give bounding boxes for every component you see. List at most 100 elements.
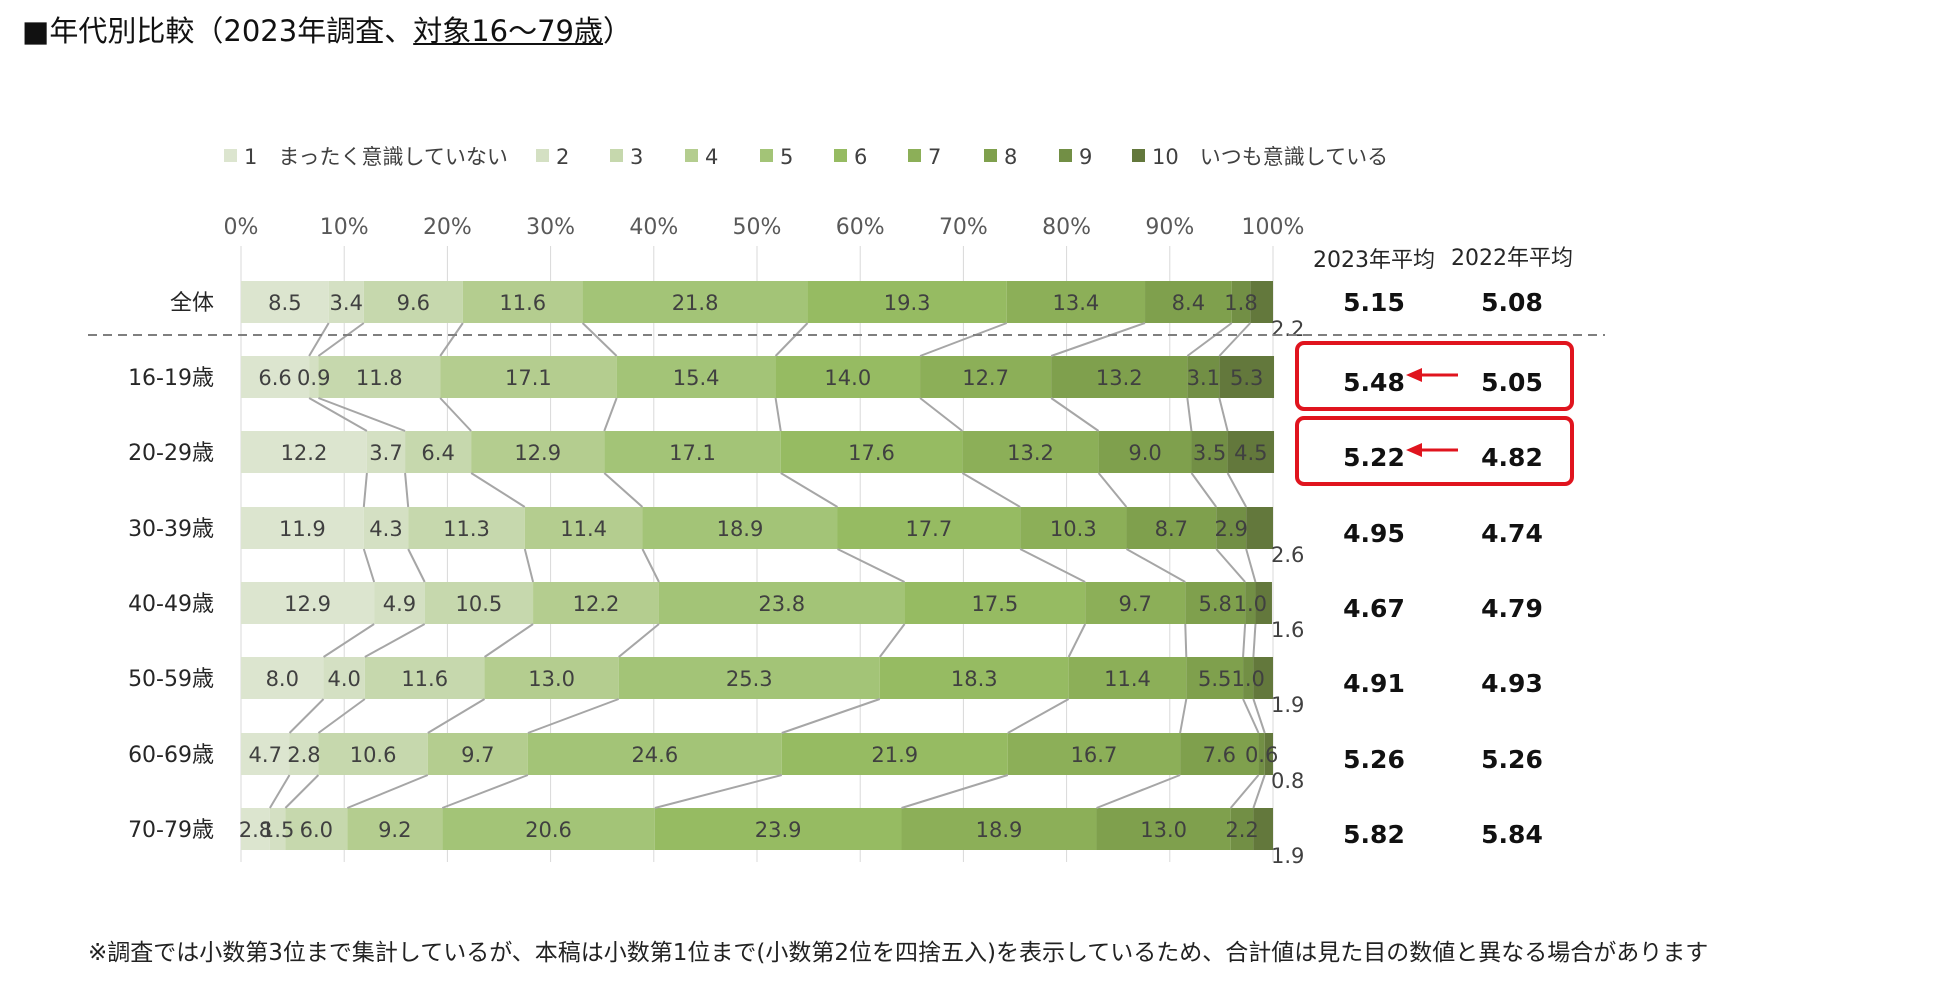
bar-segment bbox=[1253, 657, 1273, 699]
data-label: 20.6 bbox=[525, 818, 572, 842]
connector-line bbox=[581, 322, 618, 357]
connector-line bbox=[346, 774, 429, 809]
connector-line bbox=[879, 623, 906, 658]
bar-segment bbox=[901, 808, 1097, 850]
data-label: 15.4 bbox=[673, 366, 720, 390]
x-tick-label: 10% bbox=[320, 215, 369, 240]
bar-segment bbox=[807, 281, 1007, 323]
connector-line bbox=[318, 397, 406, 432]
connector-line bbox=[1007, 698, 1070, 734]
bar-segment bbox=[1096, 808, 1231, 850]
legend-label: 9 bbox=[1079, 145, 1092, 169]
legend-swatch bbox=[1059, 149, 1072, 162]
bar-segment bbox=[241, 281, 329, 323]
connector-line bbox=[1218, 397, 1229, 432]
avg-2023-value: 4.67 bbox=[1343, 594, 1405, 623]
bar-segment bbox=[533, 582, 659, 624]
bar-segment bbox=[1180, 733, 1259, 775]
legend-label: 3 bbox=[630, 145, 643, 169]
highlight-box bbox=[1295, 416, 1574, 486]
data-label: 4.5 bbox=[1234, 441, 1267, 465]
x-tick-label: 80% bbox=[1042, 215, 1091, 240]
avg-2023-header: 2023年平均 bbox=[1313, 248, 1435, 273]
connector-line bbox=[1067, 623, 1087, 658]
connector-line bbox=[362, 548, 376, 583]
avg-2023-value: 5.48 bbox=[1343, 368, 1405, 397]
data-label: 1.9 bbox=[1271, 844, 1304, 868]
bar-segment bbox=[241, 808, 270, 850]
data-label: 11.6 bbox=[401, 667, 448, 691]
connector-line bbox=[1229, 774, 1260, 809]
connector-line bbox=[441, 774, 529, 809]
category-label: 40-49歳 bbox=[128, 592, 214, 617]
bar-segment bbox=[1085, 582, 1186, 624]
x-tick-label: 50% bbox=[733, 215, 782, 240]
legend-label: 4 bbox=[705, 145, 718, 169]
connector-line bbox=[317, 698, 366, 734]
connector-line bbox=[641, 548, 660, 583]
category-label: 30-39歳 bbox=[128, 517, 214, 542]
bar-segment bbox=[1264, 733, 1273, 775]
avg-2023-value: 4.95 bbox=[1343, 519, 1405, 548]
bar-segment bbox=[1231, 281, 1251, 323]
data-label: 6.4 bbox=[421, 441, 454, 465]
bar-segment bbox=[1227, 431, 1275, 473]
data-label: 9.6 bbox=[397, 291, 430, 315]
connector-line bbox=[1186, 397, 1193, 432]
legend-swatch bbox=[610, 149, 623, 162]
data-label: 17.1 bbox=[505, 366, 552, 390]
connector-line bbox=[781, 698, 881, 734]
connector-line bbox=[308, 397, 368, 432]
bar-segment bbox=[837, 507, 1021, 549]
data-label: 2.2 bbox=[1225, 818, 1258, 842]
bar-segment bbox=[780, 431, 963, 473]
bar-segment bbox=[1020, 507, 1127, 549]
bar-segment bbox=[462, 281, 583, 323]
data-label: 13.4 bbox=[1053, 291, 1100, 315]
bar-segment bbox=[405, 431, 472, 473]
data-label: 13.0 bbox=[1140, 818, 1187, 842]
data-label: 8.5 bbox=[268, 291, 301, 315]
data-label: 3.4 bbox=[330, 291, 363, 315]
bar-segment bbox=[781, 733, 1008, 775]
data-label: 1.6 bbox=[1271, 618, 1304, 642]
data-label: 3.1 bbox=[1187, 366, 1220, 390]
bar-segment bbox=[241, 431, 367, 473]
data-label: 1.0 bbox=[1232, 667, 1265, 691]
data-label: 14.0 bbox=[824, 366, 871, 390]
bar-segment bbox=[241, 657, 324, 699]
footnote: ※調査では小数第3位まで集計しているが、本稿は小数第1位まで(小数第2位を四捨五… bbox=[88, 940, 1709, 966]
bar-segment bbox=[374, 582, 425, 624]
data-label: 11.9 bbox=[279, 517, 326, 541]
avg-2022-value: 5.84 bbox=[1481, 820, 1543, 849]
data-label: 25.3 bbox=[726, 667, 773, 691]
bar-segment bbox=[366, 431, 406, 473]
data-label: 12.9 bbox=[514, 441, 561, 465]
data-label: 6.0 bbox=[300, 818, 333, 842]
legend-swatch bbox=[760, 149, 773, 162]
x-tick-label: 90% bbox=[1145, 215, 1194, 240]
legend-label: 2 bbox=[556, 145, 569, 169]
data-label: 9.0 bbox=[1128, 441, 1161, 465]
data-label: 2.8 bbox=[287, 743, 320, 767]
bar-segment bbox=[1243, 657, 1254, 699]
data-label: 12.7 bbox=[962, 366, 1009, 390]
connector-line bbox=[1252, 698, 1266, 734]
connector-line bbox=[1215, 548, 1246, 583]
data-label: 1.0 bbox=[1234, 592, 1267, 616]
bar-segment bbox=[241, 582, 375, 624]
data-label: 19.3 bbox=[884, 291, 931, 315]
legend-label: 6 bbox=[854, 145, 867, 169]
data-label: 11.4 bbox=[560, 517, 607, 541]
bar-segment bbox=[347, 808, 443, 850]
legend: 1 まったく意識していない 2 3 4 5 6 7 8 9 10 いつも意識している bbox=[224, 145, 1388, 169]
bar-segment bbox=[524, 507, 643, 549]
legend-label: 5 bbox=[780, 145, 793, 169]
highlight-box bbox=[1295, 341, 1574, 411]
data-labels: 8.5 3.4 9.6 11.6 21.8 19.3 13.4 8.4 1.8 2.2 6.6 0.9… bbox=[239, 291, 1305, 868]
bar-segment bbox=[289, 733, 319, 775]
connector-line bbox=[523, 548, 535, 583]
category-label: 16-19歳 bbox=[128, 366, 214, 391]
avg-2023-value: 4.91 bbox=[1343, 669, 1405, 698]
data-label: 3.5 bbox=[1193, 441, 1226, 465]
